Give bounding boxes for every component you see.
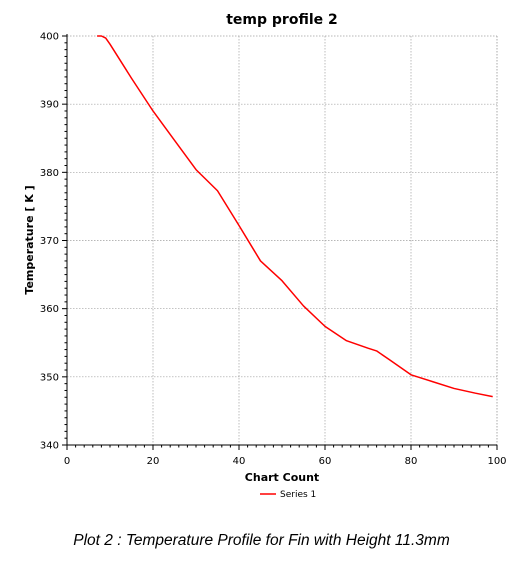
x-tick-label: 40 xyxy=(233,456,246,467)
series-line xyxy=(97,35,493,398)
grid xyxy=(67,35,498,446)
y-tick-label: 390 xyxy=(40,100,59,111)
chart-container: 0 20 40 60 80 100 340 350 360 370 380 390 400 temp p… xyxy=(23,12,507,500)
ticks: 0 20 40 60 80 100 340 350 360 370 380 390 400 xyxy=(40,32,507,468)
legend-entry-label: Series 1 xyxy=(280,490,316,500)
y-tick-label: 380 xyxy=(40,168,59,179)
y-tick-label: 360 xyxy=(40,304,59,315)
x-tick-label: 20 xyxy=(147,456,160,467)
x-axis-label: Chart Count xyxy=(245,471,319,484)
figure-caption: Plot 2 : Temperature Profile for Fin wit… xyxy=(73,532,450,549)
axes xyxy=(66,34,497,446)
x-tick-label: 0 xyxy=(64,456,70,467)
x-tick-label: 80 xyxy=(405,456,418,467)
x-tick-label: 60 xyxy=(319,456,332,467)
y-tick-label: 340 xyxy=(40,441,59,452)
chart-title: temp profile 2 xyxy=(226,12,338,28)
y-tick-label: 400 xyxy=(40,32,59,43)
series xyxy=(97,35,493,398)
legend: Series 1 xyxy=(260,490,316,500)
y-tick-label: 350 xyxy=(40,372,59,383)
y-tick-label: 370 xyxy=(40,236,59,247)
line-chart: 0 20 40 60 80 100 340 350 360 370 380 390 400 temp p… xyxy=(23,12,507,500)
y-axis-label: Temperature [ K ] xyxy=(23,185,36,294)
x-tick-label: 100 xyxy=(487,456,506,467)
